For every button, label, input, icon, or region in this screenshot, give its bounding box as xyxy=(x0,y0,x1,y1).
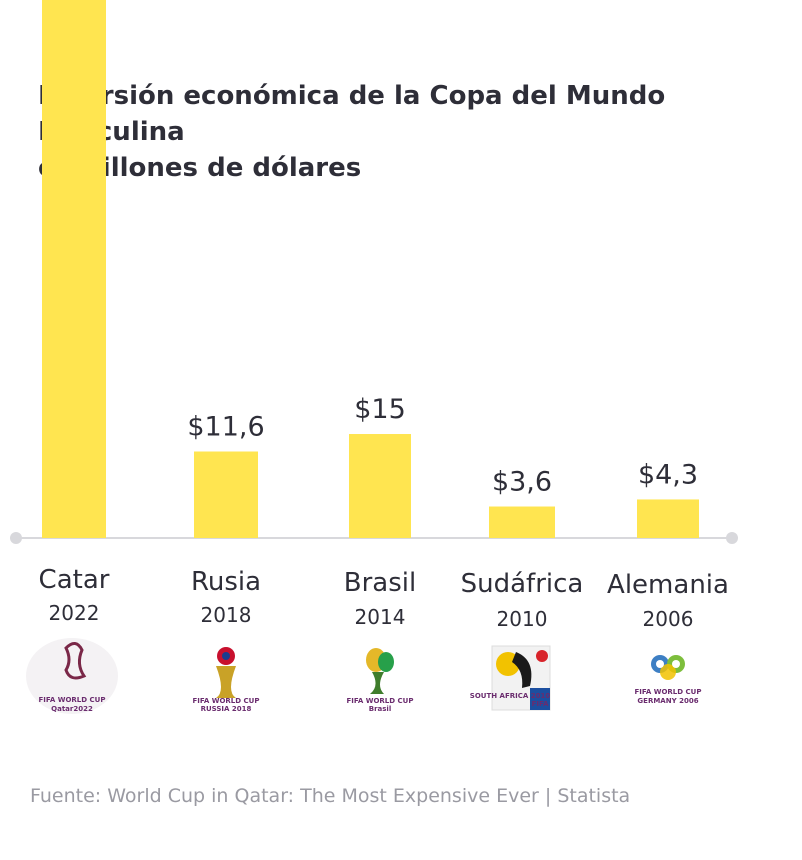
bar-alemania xyxy=(637,499,699,538)
bar-sudáfrica xyxy=(489,506,555,538)
bars-group xyxy=(42,0,699,538)
year-label: 2014 xyxy=(355,605,406,629)
value-label: $11,6 xyxy=(187,412,264,443)
year-label: 2022 xyxy=(49,601,100,625)
value-label: $15 xyxy=(354,394,406,425)
svg-text:FIFA WORLD CUP: FIFA WORLD CUP xyxy=(39,696,106,704)
bar-chart: $220Catar2022$11,6Rusia2018$15Brasil2014… xyxy=(10,0,738,714)
bar-catar xyxy=(42,0,106,538)
svg-text:FIFA: FIFA xyxy=(532,700,549,708)
category-label: Alemania xyxy=(607,570,729,600)
svg-text:FIFA WORLD CUP: FIFA WORLD CUP xyxy=(347,697,414,705)
svg-text:Qatar2022: Qatar2022 xyxy=(51,705,93,713)
year-label: 2006 xyxy=(643,607,694,631)
category-label: Sudáfrica xyxy=(461,569,584,599)
x-axis-right-dot xyxy=(726,532,738,544)
bar-rusia xyxy=(194,451,258,538)
value-label: $4,3 xyxy=(638,459,698,490)
svg-text:SOUTH AFRICA 2010: SOUTH AFRICA 2010 xyxy=(470,692,551,700)
category-label: Catar xyxy=(39,565,110,595)
category-label: Brasil xyxy=(344,568,416,598)
source-note: Fuente: World Cup in Qatar: The Most Exp… xyxy=(30,785,631,807)
labels-group: $220Catar2022$11,6Rusia2018$15Brasil2014… xyxy=(39,394,729,631)
svg-text:FIFA WORLD CUP: FIFA WORLD CUP xyxy=(635,688,702,696)
chart-title-line-1: Inversión económica de la Copa del Mundo… xyxy=(38,81,666,147)
year-label: 2010 xyxy=(497,607,548,631)
svg-text:GERMANY 2006: GERMANY 2006 xyxy=(637,697,698,705)
x-axis-left-dot xyxy=(10,532,22,544)
bar-brasil xyxy=(349,434,411,538)
svg-text:Brasil: Brasil xyxy=(369,705,391,713)
value-label: $3,6 xyxy=(492,467,552,498)
svg-text:RUSSIA 2018: RUSSIA 2018 xyxy=(201,705,252,713)
year-label: 2018 xyxy=(201,603,252,627)
svg-text:FIFA WORLD CUP: FIFA WORLD CUP xyxy=(193,697,260,705)
category-label: Rusia xyxy=(191,567,261,597)
